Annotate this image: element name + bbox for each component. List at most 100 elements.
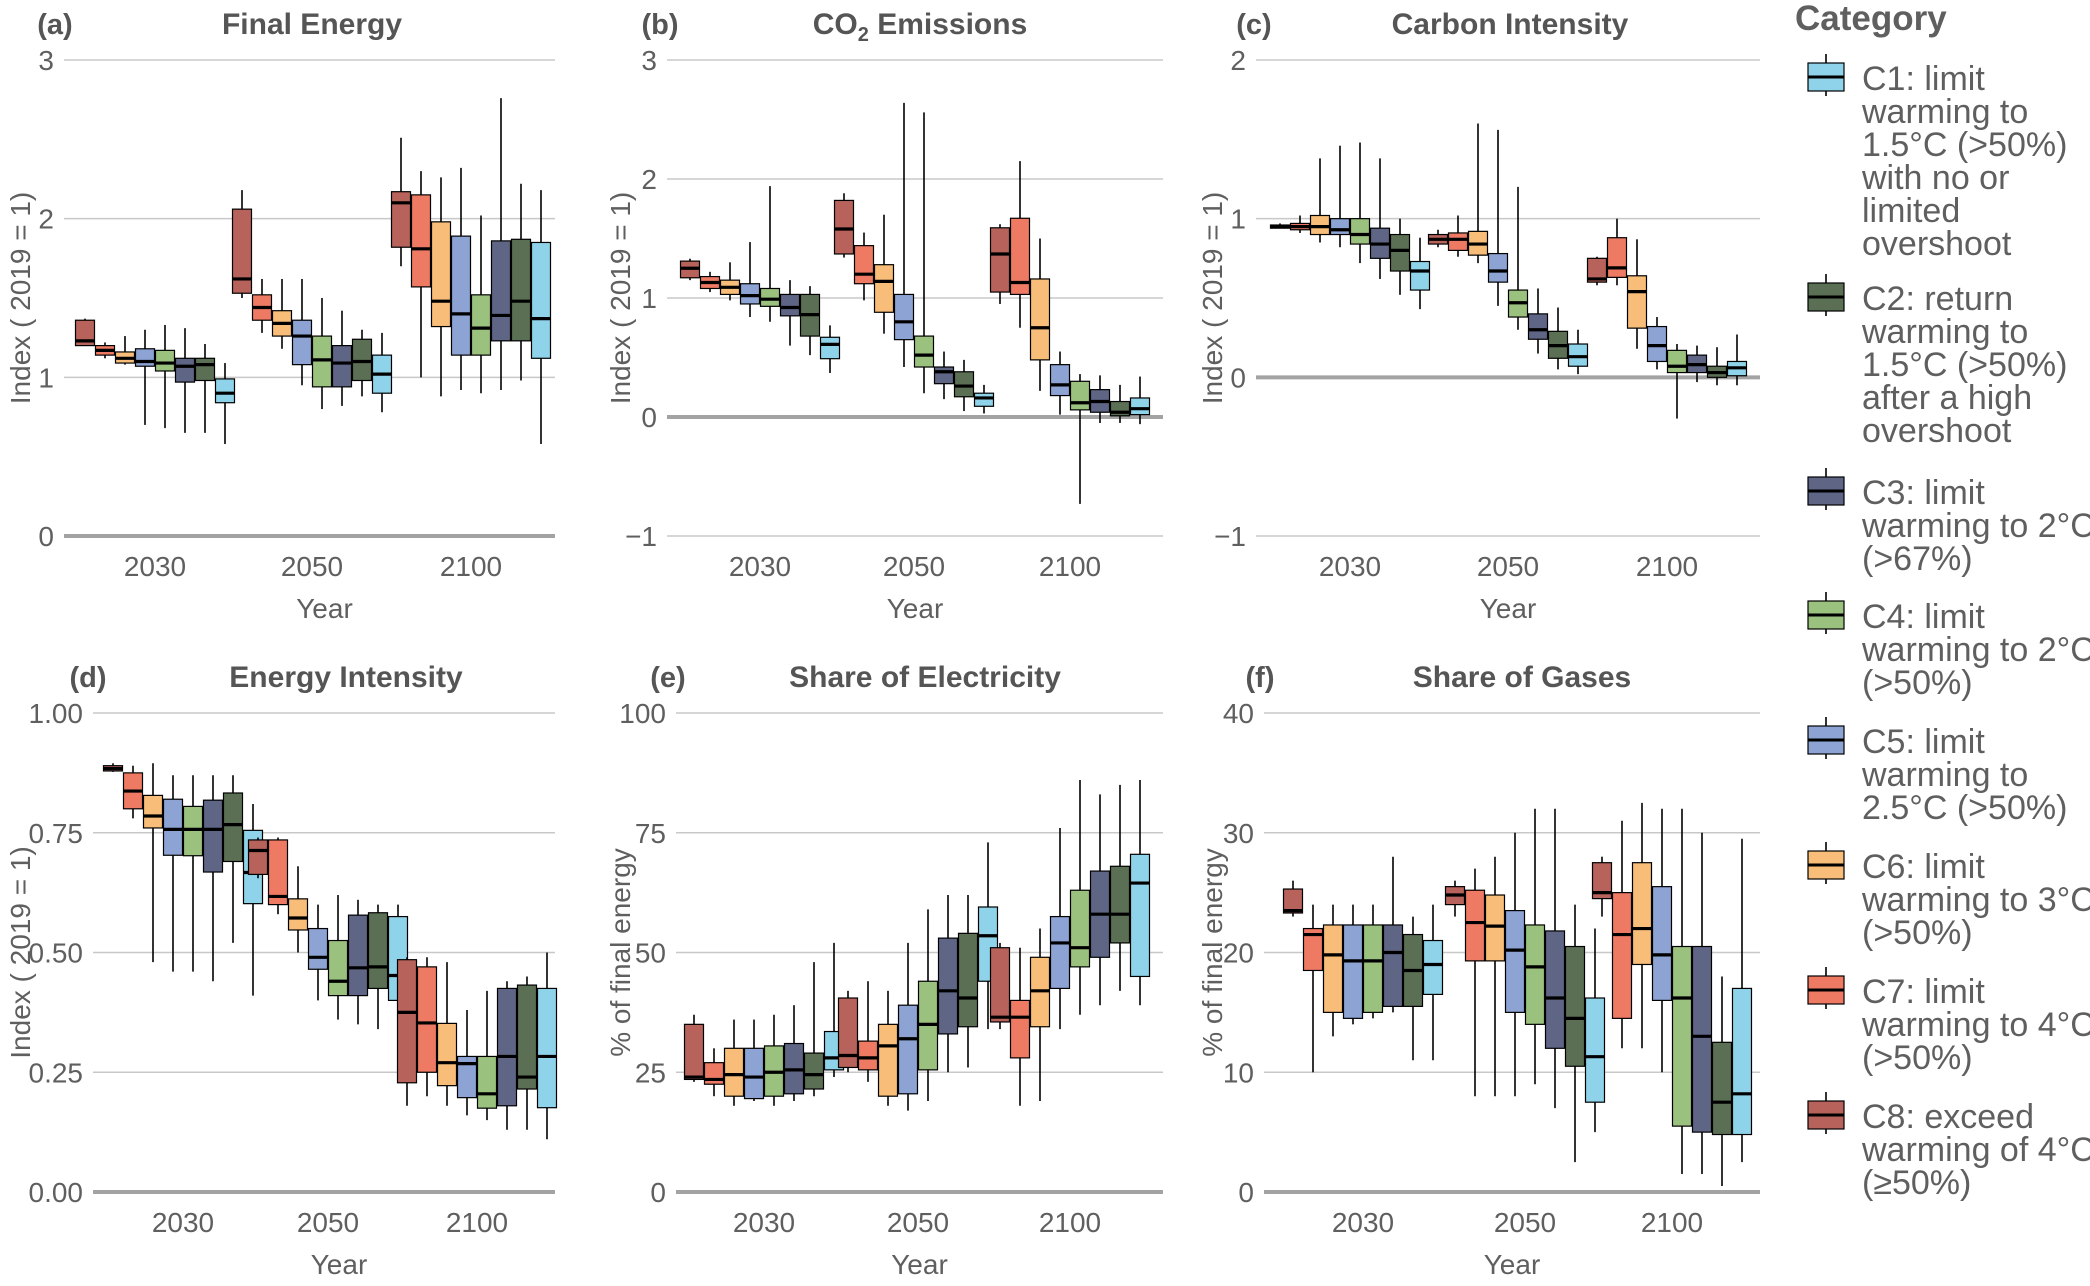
legend-label: C3: limit [1862, 474, 1985, 512]
y-axis-label: % of final energy [605, 848, 636, 1057]
box-C8 [1427, 229, 1449, 248]
y-tick-label: −1 [625, 521, 657, 552]
y-tick-label: 30 [1223, 818, 1254, 849]
box-C5 [162, 775, 184, 972]
y-axis-label: Index ( 2019 = 1) [5, 846, 36, 1058]
box-C7 [1464, 868, 1486, 1097]
legend-label: warming of 4°C [1861, 1131, 2090, 1169]
box-C6 [873, 214, 895, 334]
box-C7 [853, 232, 875, 301]
box-C5 [134, 329, 156, 425]
box-C2 [1389, 218, 1411, 295]
box-C1 [1409, 237, 1431, 310]
legend-label: C8: exceed [1862, 1098, 2034, 1136]
box-C8 [1444, 880, 1466, 917]
y-tick-label: −1 [1214, 521, 1246, 552]
box-C3 [490, 98, 512, 391]
box [1009, 999, 1031, 1059]
x-axis-label: Year [887, 593, 944, 624]
x-tick-label: 2050 [1477, 551, 1539, 582]
box [154, 349, 176, 372]
y-tick-label: 20 [1223, 938, 1254, 969]
box [1349, 218, 1371, 245]
panel-label: (f) [1246, 662, 1275, 694]
box-C4 [1507, 186, 1529, 330]
legend-label: 1.5°C (>50%) [1862, 126, 2067, 164]
y-tick-label: 10 [1223, 1057, 1254, 1088]
box-C4 [1069, 374, 1091, 504]
box-C8 [989, 942, 1011, 1030]
box-C4 [763, 1014, 785, 1106]
box-C7 [1447, 215, 1469, 257]
box-C7 [251, 278, 273, 333]
box-C4 [913, 112, 935, 394]
panel-c: −1 0 1 2 Carbon Intensity (c) Year Index ( 2019… [1197, 8, 1760, 624]
box-C8 [247, 837, 269, 879]
x-tick-label: 2050 [883, 551, 945, 582]
legend-label: C4: limit [1862, 598, 1985, 636]
box [1109, 865, 1131, 944]
box-C8 [833, 193, 855, 258]
box [1362, 924, 1384, 1013]
box-C6 [1626, 239, 1648, 349]
box [307, 927, 329, 970]
box-C6 [1309, 158, 1331, 243]
box [327, 939, 349, 997]
box-C6 [1467, 123, 1489, 264]
box [897, 1004, 919, 1095]
box [1422, 939, 1444, 996]
box-C4 [476, 990, 498, 1121]
y-tick-label: 75 [635, 818, 666, 849]
box-C2 [1706, 347, 1728, 386]
box [1524, 924, 1546, 1025]
box [182, 805, 204, 857]
panel-label: (d) [69, 662, 106, 694]
y-axis-label: Index ( 2019 = 1) [5, 192, 36, 404]
box-C1 [214, 363, 236, 444]
x-tick-label: 2100 [1039, 1207, 1101, 1238]
box [231, 208, 253, 294]
box-C6 [719, 262, 741, 301]
box-C2 [953, 359, 975, 412]
box [1069, 380, 1091, 411]
panel-title: CO2 Emissions [813, 8, 1028, 46]
box [873, 264, 895, 313]
box-C6 [287, 866, 309, 953]
y-tick-label: 0 [650, 1177, 666, 1208]
box-C8 [679, 258, 701, 281]
box-C6 [114, 336, 136, 365]
box-C5 [1651, 808, 1673, 1073]
y-axis-label: % of final energy [1197, 848, 1228, 1057]
panel-a: 0 1 2 3 Final Energy (a) Year Index ( 2019 = 1)… [5, 8, 555, 624]
box [1691, 945, 1713, 1133]
box [1129, 397, 1151, 416]
panel-e: 0 25 50 75 100 Share of Electricity (e) Year % o… [605, 661, 1163, 1280]
box [1487, 252, 1509, 283]
box-C4 [1671, 808, 1693, 1175]
box [1611, 892, 1633, 1019]
x-tick-label: 2030 [1332, 1207, 1394, 1238]
box [202, 799, 224, 873]
panel-title: Share of Gases [1413, 661, 1631, 694]
box-C6 [142, 763, 164, 963]
box-C4 [1666, 344, 1688, 419]
y-tick-label: 0 [641, 402, 657, 433]
box-C3 [1089, 794, 1111, 1006]
box-C4 [1349, 142, 1371, 264]
box [877, 1023, 899, 1097]
box [1504, 909, 1526, 1013]
box-C5 [1049, 827, 1071, 1030]
box-C7 [1289, 215, 1311, 233]
x-axis-label: Year [891, 1249, 948, 1280]
legend-label: overshoot [1862, 412, 2012, 450]
box [1527, 313, 1549, 340]
box [1731, 987, 1753, 1136]
box-C8 [74, 318, 96, 347]
box-C3 [933, 351, 955, 400]
box-C4 [759, 186, 781, 322]
box-C6 [877, 990, 899, 1106]
legend-label: C5: limit [1862, 723, 1985, 761]
box [476, 1055, 498, 1109]
box-C1 [1129, 376, 1151, 425]
